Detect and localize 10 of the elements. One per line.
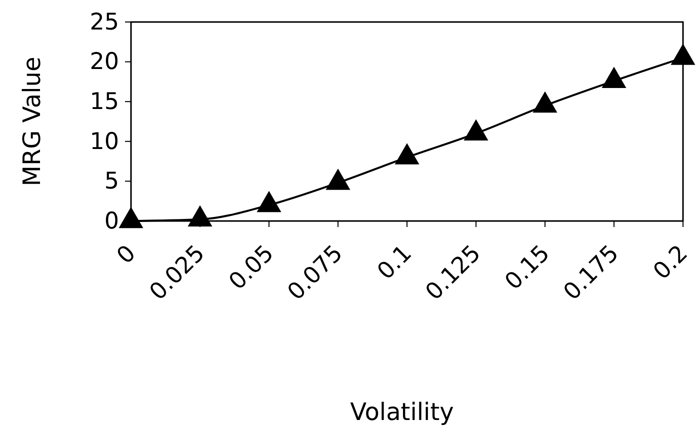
y-tick-label: 10 [90, 128, 119, 155]
y-tick-label: 0 [104, 208, 119, 234]
y-tick-label: 20 [90, 49, 119, 76]
y-tick-label: 15 [90, 88, 119, 115]
y-tick-label: 5 [104, 168, 119, 195]
x-tick-label: 0.2 [648, 240, 693, 285]
y-axis-title: MRG Value [18, 56, 46, 186]
x-axis-title: Volatility [350, 398, 454, 426]
x-tick-label: 0.1 [372, 240, 417, 285]
y-tick-label: 25 [90, 9, 119, 36]
